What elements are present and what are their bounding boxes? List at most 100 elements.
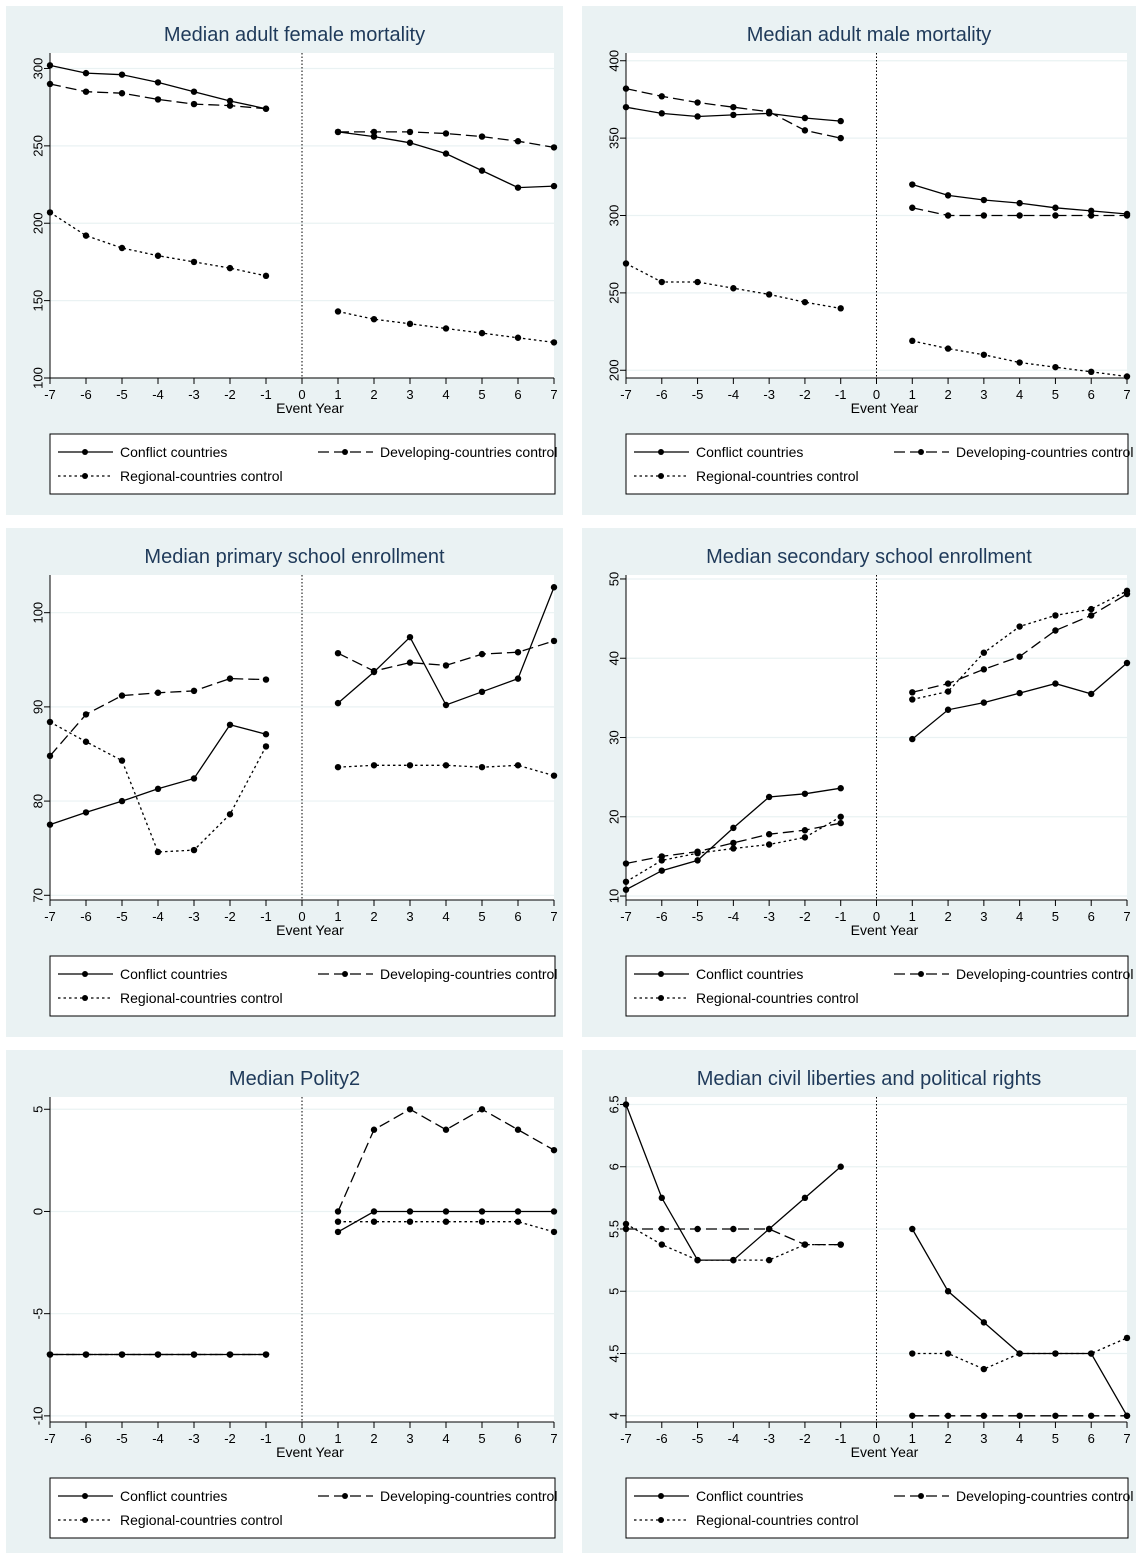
chart-title: Median primary school enrollment [144, 546, 445, 568]
x-tick-label: -4 [152, 909, 164, 924]
data-point [909, 1350, 916, 1357]
data-point [406, 762, 414, 769]
chart-title: Median secondary school enrollment [706, 546, 1032, 568]
x-tick-label: 5 [478, 387, 485, 402]
x-tick-label: 4 [442, 1431, 449, 1446]
data-point [262, 743, 270, 750]
x-tick-label: 7 [550, 909, 557, 924]
x-tick-label: 5 [478, 909, 485, 924]
x-tick-label: 6 [514, 1431, 521, 1446]
data-point [46, 62, 54, 69]
data-point [801, 1241, 809, 1248]
x-tick-label: 0 [298, 1431, 305, 1446]
data-point [442, 1208, 450, 1215]
y-tick-label: 80 [31, 794, 46, 808]
data-point [1052, 1412, 1059, 1419]
data-point [370, 762, 378, 769]
chart-panel: Median Polity2 -10 -5 0 5 -7 -6 -5 -4 -3 -2 -1 0 1 2 3 4… [6, 1050, 563, 1553]
legend-marker [82, 1517, 88, 1523]
data-point [658, 93, 665, 100]
data-point [1052, 680, 1059, 687]
data-point [801, 827, 809, 834]
x-tick-label: -2 [799, 909, 811, 924]
data-point [765, 108, 773, 116]
data-point [82, 69, 90, 77]
legend-label: Developing-countries control [380, 966, 557, 982]
data-point [837, 819, 844, 827]
data-point [334, 1208, 342, 1215]
x-tick-label: -1 [835, 387, 847, 402]
data-point [622, 260, 630, 267]
data-point [909, 181, 916, 188]
data-point [658, 1194, 665, 1202]
chart-title: Median adult female mortality [164, 24, 425, 46]
data-point [622, 860, 630, 867]
data-point [980, 649, 988, 656]
y-tick-label: 100 [31, 367, 46, 389]
data-point [514, 762, 522, 769]
data-point [46, 80, 54, 88]
x-tick-label: -3 [188, 387, 200, 402]
data-point [514, 649, 522, 656]
y-tick-label: 300 [31, 58, 46, 80]
data-point [944, 688, 952, 695]
data-point [1123, 587, 1131, 595]
data-point [980, 1412, 988, 1419]
x-tick-label: 7 [1123, 1431, 1130, 1446]
data-point [46, 821, 54, 828]
data-point [406, 1218, 414, 1225]
data-point [658, 110, 665, 117]
x-axis-label: Event Year [851, 1444, 919, 1460]
legend-label: Conflict countries [696, 1488, 803, 1504]
legend-label: Developing-countries control [956, 966, 1133, 982]
data-point [1052, 204, 1059, 211]
data-point [442, 150, 450, 157]
data-point [478, 329, 486, 337]
data-point [1016, 623, 1023, 630]
data-point [909, 1412, 916, 1419]
x-tick-label: -7 [620, 387, 632, 402]
x-tick-label: 4 [442, 909, 449, 924]
data-point [658, 1225, 665, 1233]
y-tick-label: 70 [31, 888, 46, 902]
data-point [694, 113, 701, 120]
x-tick-label: 7 [550, 1431, 557, 1446]
data-point [909, 689, 916, 696]
data-point [46, 718, 54, 726]
data-point [980, 212, 988, 219]
chart-title: Median adult male mortality [747, 24, 992, 46]
x-tick-label: 4 [442, 387, 449, 402]
data-point [1088, 1350, 1095, 1357]
data-point [1016, 1350, 1023, 1357]
data-point [980, 666, 988, 673]
data-point [190, 100, 198, 108]
x-tick-label: 3 [406, 1431, 413, 1446]
y-tick-label: 6.5 [607, 1095, 622, 1113]
x-tick-label: 0 [873, 387, 880, 402]
data-point [909, 337, 916, 345]
x-tick-label: -7 [44, 1431, 56, 1446]
y-tick-label: 90 [31, 700, 46, 714]
data-point [1016, 1412, 1023, 1419]
y-tick-label: 40 [607, 651, 622, 665]
legend-marker [918, 971, 924, 977]
legend-marker [658, 1517, 664, 1523]
x-tick-label: 7 [1123, 387, 1130, 402]
legend-label: Regional-countries control [120, 990, 283, 1006]
y-tick-label: -10 [31, 1406, 46, 1425]
y-tick-label: 100 [31, 602, 46, 624]
x-tick-label: 2 [370, 1431, 377, 1446]
y-tick-label: -5 [31, 1308, 46, 1320]
x-tick-label: -5 [116, 1431, 128, 1446]
data-point [82, 738, 90, 745]
data-point [82, 88, 90, 95]
x-tick-label: -5 [116, 387, 128, 402]
data-point [730, 111, 737, 119]
data-point [154, 252, 162, 259]
y-tick-label: 150 [31, 290, 46, 312]
x-tick-label: 5 [1052, 1431, 1059, 1446]
data-point [514, 1218, 522, 1225]
x-tick-label: -4 [728, 909, 740, 924]
x-tick-label: 7 [1123, 909, 1130, 924]
